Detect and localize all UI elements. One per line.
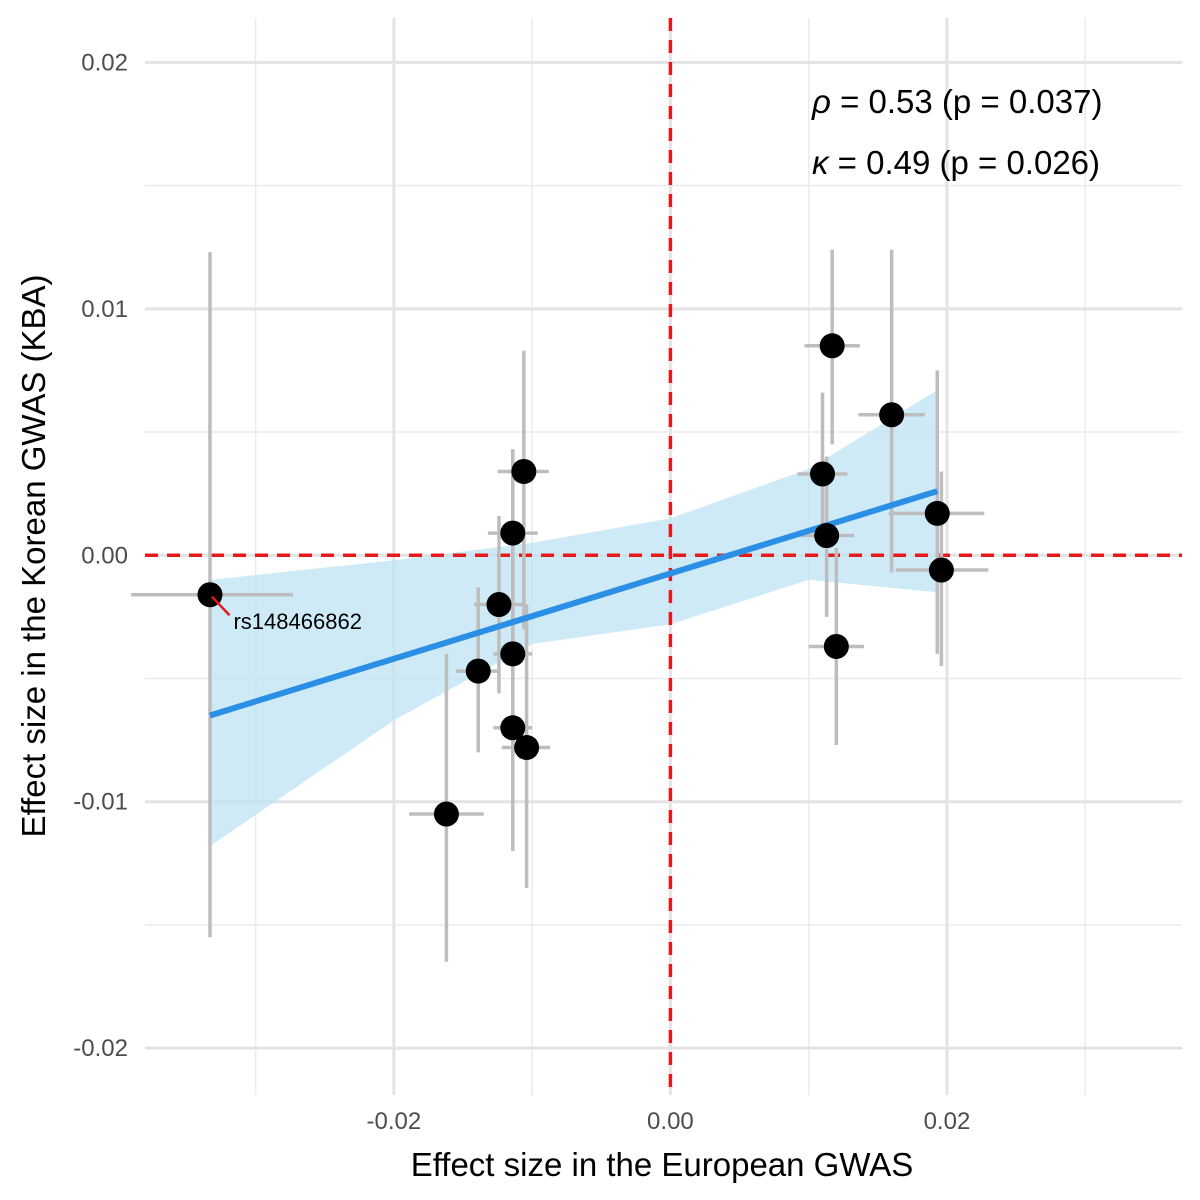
- y-tick-label: -0.02: [73, 1035, 128, 1062]
- confidence-band-area: [210, 390, 938, 847]
- data-point: [500, 641, 526, 667]
- correlation-annotation-rho: ρ = 0.53 (p = 0.037): [811, 83, 1102, 120]
- data-point: [814, 523, 840, 549]
- data-points: [197, 333, 954, 827]
- label-leader-line: [211, 595, 231, 617]
- reference-lines: [145, 18, 1182, 1095]
- regression-line-layer: [209, 488, 939, 719]
- kappa-symbol: κ: [812, 144, 830, 181]
- y-axis-label: Effect size in the Korean GWAS (KBA): [15, 274, 52, 837]
- x-tick-label: 0.00: [647, 1108, 694, 1135]
- x-tick-label: -0.02: [367, 1108, 422, 1135]
- data-point: [819, 333, 845, 359]
- x-tick-label: 0.02: [924, 1108, 971, 1135]
- point-labels: rs148466862: [211, 595, 362, 634]
- y-tick-label: 0.02: [81, 49, 128, 76]
- data-point: [500, 520, 526, 546]
- y-tick-label: -0.01: [73, 789, 128, 816]
- x-axis-label: Effect size in the European GWAS: [411, 1146, 914, 1183]
- correlation-annotation-kappa: κ = 0.49 (p = 0.026): [812, 144, 1100, 181]
- confidence-band: [210, 390, 938, 847]
- data-point: [511, 458, 537, 484]
- data-point: [924, 500, 950, 526]
- rho-value: = 0.53 (p = 0.037): [831, 83, 1103, 120]
- x-tick-labels: -0.02 0.00 0.02: [367, 1108, 971, 1135]
- rho-symbol: ρ: [811, 83, 831, 120]
- data-point: [514, 735, 540, 761]
- regression-line: [209, 488, 939, 719]
- data-point: [465, 658, 491, 684]
- point-label: rs148466862: [233, 609, 361, 634]
- data-point: [928, 557, 954, 583]
- data-point: [433, 801, 459, 827]
- data-point: [486, 592, 512, 618]
- kappa-value: = 0.49 (p = 0.026): [829, 144, 1101, 181]
- data-point: [500, 715, 526, 741]
- data-point: [823, 633, 849, 659]
- data-point: [810, 461, 836, 487]
- y-tick-label: 0.01: [81, 296, 128, 323]
- data-point: [879, 402, 905, 428]
- y-tick-label: 0.00: [81, 542, 128, 569]
- y-tick-labels: -0.02 -0.01 0.00 0.01 0.02: [73, 49, 128, 1062]
